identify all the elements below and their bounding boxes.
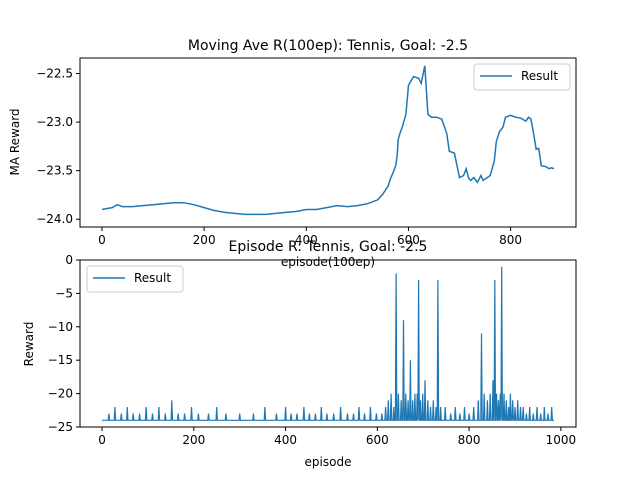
legend-box [473, 63, 571, 91]
y-tick-label: −23.5 [36, 164, 73, 178]
x-tick-label: 200 [193, 233, 216, 247]
x-tick-label: 600 [366, 433, 389, 447]
x-tick-label: 400 [274, 433, 297, 447]
y-tick-label: −23.0 [36, 115, 73, 129]
chart-title: Episode R: Tennis, Goal: -2.5 [229, 239, 428, 255]
y-tick-label: −15 [48, 353, 73, 367]
series-line [102, 266, 554, 421]
y-tick-label: −22.5 [36, 67, 73, 81]
y-tick-label: −5 [55, 286, 73, 300]
x-tick-label: 600 [397, 233, 420, 247]
x-tick-label: 200 [182, 433, 205, 447]
x-tick-label: 1000 [546, 433, 577, 447]
y-tick-label: −10 [48, 320, 73, 334]
y-axis-ticks: −24.0 −23.5 −23.0 −22.5 [36, 67, 80, 226]
series-line [101, 65, 555, 216]
x-axis-ticks: 0 200 400 600 800 [98, 227, 522, 247]
y-axis-label: Reward [22, 322, 36, 367]
x-tick-label: 400 [295, 233, 318, 247]
x-axis-ticks: 0 200 400 600 800 1000 [98, 427, 576, 447]
x-axis-label: episode(100ep) [281, 255, 375, 269]
legend-label: Result [134, 271, 171, 285]
y-tick-label: 0 [65, 253, 73, 267]
legend: Result [473, 63, 571, 91]
episode-reward-chart: Episode R: Tennis, Goal: -2.5 episode Re… [22, 239, 577, 469]
legend-label: Result [521, 69, 558, 83]
x-tick-label: 800 [499, 233, 522, 247]
y-axis-ticks: −25 −20 −15 −10 −5 0 [48, 253, 80, 434]
x-tick-label: 0 [98, 233, 106, 247]
legend: Result [86, 265, 184, 293]
moving-average-chart: Moving Ave R(100ep): Tennis, Goal: -2.5 … [8, 38, 577, 269]
y-tick-label: −24.0 [36, 212, 73, 226]
x-tick-label: 800 [458, 433, 481, 447]
y-tick-label: −20 [48, 387, 73, 401]
chart-title: Moving Ave R(100ep): Tennis, Goal: -2.5 [188, 38, 468, 54]
y-tick-label: −25 [48, 420, 73, 434]
x-tick-label: 0 [98, 433, 106, 447]
plot-frame [79, 259, 577, 428]
legend-box [86, 265, 184, 293]
x-axis-label: episode [305, 455, 352, 469]
y-axis-label: MA Reward [8, 108, 22, 175]
